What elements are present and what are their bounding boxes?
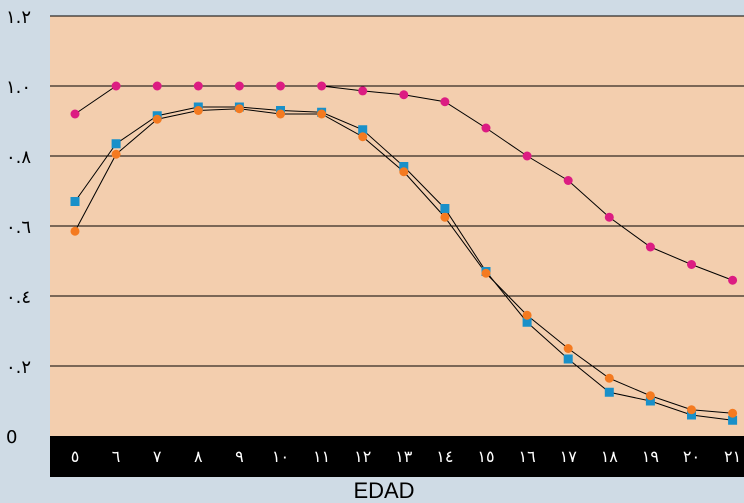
data-point bbox=[522, 151, 532, 161]
data-point bbox=[522, 317, 532, 327]
data-point bbox=[645, 396, 655, 406]
y-tick-label: ٠.٢ bbox=[6, 357, 31, 378]
x-tick-label: ١٨ bbox=[601, 447, 619, 466]
y-tick-label: ٠.٤ bbox=[6, 287, 31, 308]
x-tick-label: ١٤ bbox=[436, 447, 453, 466]
x-axis-label: EDAD bbox=[353, 478, 414, 503]
data-point bbox=[70, 226, 80, 236]
y-tick-label: ٠.٦ bbox=[6, 217, 31, 238]
x-tick-label: ٥ bbox=[71, 447, 80, 466]
data-point bbox=[728, 408, 738, 418]
data-point bbox=[70, 109, 80, 119]
data-point bbox=[152, 81, 162, 91]
x-tick-label: ٢١ bbox=[724, 447, 741, 466]
data-point bbox=[645, 242, 655, 252]
data-point bbox=[193, 81, 203, 91]
data-point bbox=[604, 387, 614, 397]
x-tick-label: ١١ bbox=[313, 447, 330, 466]
data-point bbox=[440, 212, 450, 222]
data-point bbox=[645, 391, 655, 401]
data-point bbox=[399, 90, 409, 100]
data-point bbox=[111, 149, 121, 159]
data-point bbox=[70, 197, 80, 206]
data-point bbox=[234, 104, 244, 114]
x-tick-label: ١٦ bbox=[519, 447, 536, 466]
data-point bbox=[481, 268, 491, 278]
data-point bbox=[687, 405, 696, 415]
data-point bbox=[604, 212, 614, 222]
data-point bbox=[687, 410, 696, 420]
y-axis-ticks: 0 ٠.٢ ٠.٤ ٠.٦ ٠.٨ ١.٠ ١.٢ bbox=[6, 7, 31, 448]
x-tick-label: ٦ bbox=[112, 447, 121, 466]
data-point bbox=[728, 275, 738, 285]
y-tick-label: ١.٢ bbox=[6, 7, 31, 28]
data-point bbox=[728, 415, 738, 425]
x-tick-label: ٧ bbox=[153, 447, 162, 466]
data-point bbox=[317, 109, 327, 119]
data-point bbox=[276, 81, 285, 91]
y-tick-label: 0 bbox=[6, 427, 17, 448]
data-point bbox=[481, 123, 491, 133]
data-point bbox=[276, 109, 285, 119]
data-point bbox=[563, 176, 573, 185]
data-point bbox=[563, 354, 573, 364]
data-point bbox=[358, 125, 368, 135]
x-tick-label: ١٥ bbox=[477, 447, 494, 466]
x-tick-label: ٢٠ bbox=[683, 447, 700, 466]
data-point bbox=[358, 86, 368, 96]
data-point bbox=[440, 97, 450, 107]
data-point bbox=[193, 106, 203, 115]
x-tick-label: ١٩ bbox=[642, 447, 659, 466]
y-tick-label: ١.٠ bbox=[6, 77, 31, 98]
data-point bbox=[358, 132, 368, 142]
x-tick-label: ١٠ bbox=[272, 447, 289, 466]
data-point bbox=[234, 81, 244, 91]
data-point bbox=[317, 81, 327, 91]
data-point bbox=[111, 81, 121, 91]
x-tick-label: ٨ bbox=[194, 447, 203, 466]
x-tick-label: ١٢ bbox=[354, 447, 371, 466]
data-point bbox=[563, 344, 573, 353]
x-axis-ticks: ٥ ٦ ٧ ٨ ٩ ١٠ ١١ ١٢ ١٣ ١٤ ١٥ ١٦ ١٧ ١٨ ١٩ ٢٠ ٢١ bbox=[71, 447, 741, 466]
data-point bbox=[399, 167, 409, 177]
x-tick-label: ١٧ bbox=[560, 447, 578, 466]
x-tick-label: ٩ bbox=[235, 447, 244, 466]
series-group bbox=[70, 81, 738, 425]
data-point bbox=[111, 139, 121, 149]
data-point bbox=[440, 204, 450, 213]
y-tick-label: ٠.٨ bbox=[6, 147, 31, 168]
data-point bbox=[604, 373, 614, 383]
data-point bbox=[522, 310, 532, 320]
x-axis-band bbox=[50, 436, 744, 477]
x-tick-label: ١٣ bbox=[395, 447, 413, 466]
data-point bbox=[152, 114, 162, 124]
data-point bbox=[687, 260, 696, 269]
data-point bbox=[399, 162, 409, 171]
